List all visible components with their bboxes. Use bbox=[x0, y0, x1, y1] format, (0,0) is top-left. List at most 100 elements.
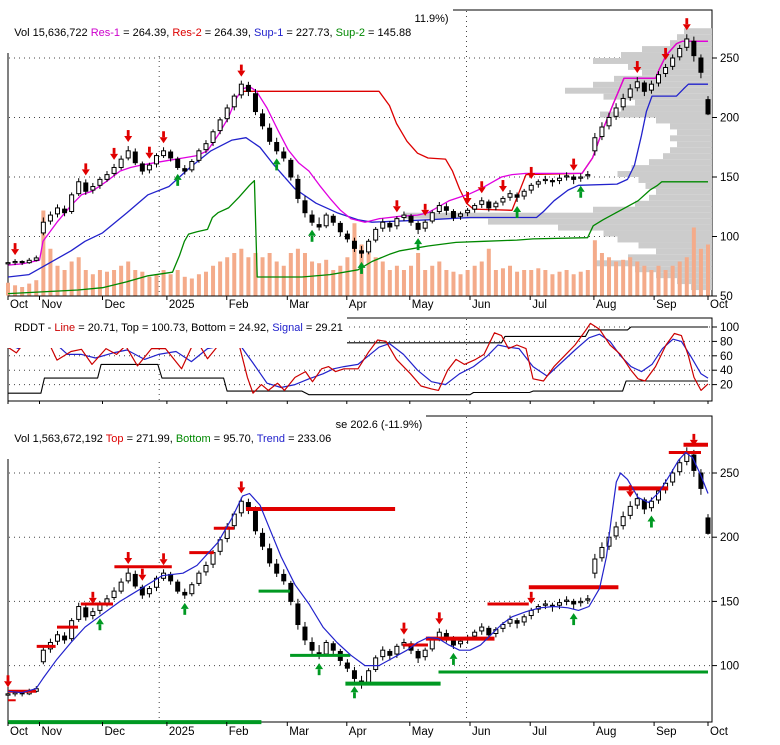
volume-bar bbox=[472, 265, 477, 296]
y-tick-label: 150 bbox=[720, 172, 739, 184]
candle-body bbox=[182, 591, 188, 596]
buy-arrow-icon bbox=[315, 663, 324, 670]
volume-bar bbox=[331, 270, 336, 296]
candle-body bbox=[514, 194, 520, 198]
x-tick-label: Dec bbox=[105, 299, 126, 311]
candle-body bbox=[351, 670, 357, 679]
profile-bar bbox=[558, 224, 712, 231]
candle-body bbox=[359, 250, 365, 254]
volume-bar bbox=[656, 265, 661, 296]
candle-body bbox=[316, 224, 322, 228]
volume-bar bbox=[133, 270, 138, 296]
volume-bar bbox=[253, 253, 258, 296]
y-tick-label: 100 bbox=[720, 232, 739, 244]
trend-value: = 233.06 bbox=[285, 433, 332, 445]
buy-arrow-icon bbox=[647, 515, 656, 522]
profile-bar bbox=[642, 69, 712, 76]
profile-bar bbox=[677, 129, 712, 136]
signal-line bbox=[7, 333, 709, 389]
candle-body bbox=[585, 598, 591, 601]
candle-body bbox=[168, 151, 174, 159]
volume-bar bbox=[430, 265, 435, 296]
volume-bar bbox=[62, 270, 67, 296]
candle-body bbox=[302, 626, 308, 641]
candle-body bbox=[62, 635, 68, 641]
candle-body bbox=[344, 662, 350, 669]
panel2-border bbox=[7, 317, 713, 402]
volume-bar bbox=[338, 265, 343, 296]
candle-body bbox=[458, 640, 464, 645]
candle-body bbox=[83, 607, 89, 618]
candle-body bbox=[302, 200, 308, 214]
sell-arrow-icon bbox=[501, 180, 505, 187]
candle-body bbox=[260, 532, 266, 547]
candle-body bbox=[26, 259, 32, 264]
candle-body bbox=[344, 233, 350, 240]
bottom-value: = 95.70, bbox=[210, 433, 257, 445]
sell-arrow-icon bbox=[124, 136, 133, 143]
sell-arrow-icon bbox=[126, 130, 130, 137]
sell-arrow-icon bbox=[138, 574, 147, 581]
profile-bar bbox=[603, 230, 712, 237]
panel3-header-line2: Vol 1,563,672,192 Top = 271.99, Bottom =… bbox=[2, 420, 336, 459]
candle-body bbox=[146, 588, 152, 595]
candle-body bbox=[549, 180, 555, 183]
candle-body bbox=[252, 511, 258, 532]
candle-body bbox=[564, 175, 570, 178]
volume-bar bbox=[614, 261, 619, 296]
candle-body bbox=[677, 47, 683, 58]
buy-arrow-icon bbox=[176, 179, 180, 186]
y-tick-label: 60 bbox=[720, 351, 733, 363]
buy-arrow-icon bbox=[357, 261, 366, 268]
sell-arrow-icon bbox=[628, 485, 632, 492]
volume-bar bbox=[324, 259, 329, 296]
sell-arrow-icon bbox=[664, 47, 667, 54]
x-tick-label: Oct bbox=[710, 726, 729, 738]
candle-body bbox=[380, 221, 386, 229]
x-tick-label: Mar bbox=[289, 299, 309, 311]
sell-arrow-icon bbox=[392, 206, 401, 213]
profile-bar bbox=[404, 212, 712, 219]
res1-line bbox=[7, 40, 708, 266]
candle-body bbox=[90, 611, 96, 617]
volume-bar bbox=[578, 271, 583, 296]
candle-body bbox=[224, 107, 230, 120]
candle-body bbox=[260, 113, 266, 127]
x-tick-label: Aug bbox=[596, 726, 616, 738]
sell-arrow-icon bbox=[237, 70, 246, 77]
candle-body bbox=[500, 197, 506, 203]
volume-bar bbox=[345, 257, 350, 296]
candle-body bbox=[139, 163, 145, 172]
sell-arrow-icon bbox=[148, 146, 151, 153]
buy-arrow-icon bbox=[310, 235, 314, 242]
candle-body bbox=[175, 158, 181, 168]
candle-body bbox=[705, 517, 711, 534]
sell-arrow-icon bbox=[110, 153, 119, 160]
volume-bar bbox=[387, 270, 392, 296]
candle-body bbox=[571, 176, 577, 180]
candle-body bbox=[118, 581, 124, 592]
profile-bar bbox=[645, 182, 712, 189]
volume-bar bbox=[599, 253, 604, 296]
candle-body bbox=[557, 602, 563, 606]
volume-bar bbox=[203, 271, 208, 296]
profile-bar bbox=[677, 34, 712, 41]
sell-arrow-icon bbox=[685, 18, 689, 25]
volume-bar bbox=[218, 261, 223, 296]
sell-arrow-icon bbox=[395, 200, 399, 207]
x-tick-label: Jul bbox=[532, 726, 547, 738]
volume-bar bbox=[670, 265, 675, 296]
candle-body bbox=[351, 240, 357, 249]
candle-body bbox=[83, 182, 89, 192]
candle-body bbox=[613, 107, 619, 117]
candle-body bbox=[288, 159, 294, 178]
profile-bar bbox=[656, 117, 712, 124]
candle-body bbox=[606, 117, 612, 127]
x-tick-label: Sep bbox=[656, 299, 676, 311]
volume-bar bbox=[295, 248, 300, 296]
volume-bar bbox=[416, 253, 421, 296]
sell-arrow-icon bbox=[466, 191, 469, 198]
x-tick-label: Oct bbox=[10, 726, 29, 738]
sell-arrow-icon bbox=[159, 137, 168, 144]
